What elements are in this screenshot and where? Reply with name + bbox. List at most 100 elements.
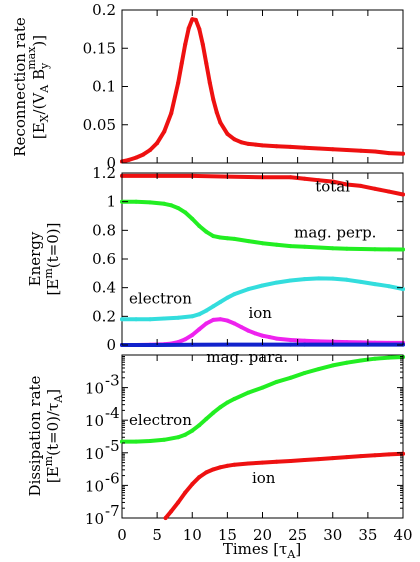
annotation-total: total	[315, 178, 350, 196]
energy-total-point	[316, 178, 321, 183]
x-tick-label: 0	[117, 526, 127, 544]
energy-ion-point	[302, 338, 307, 343]
energy-ion-point	[183, 337, 188, 342]
energy-total-point	[386, 189, 391, 194]
reconnection-rate-series-point	[316, 146, 321, 151]
energy-total-point	[330, 179, 335, 184]
dissipation-rate-ion-point	[344, 455, 349, 460]
energy-electron-point	[386, 284, 391, 289]
dissipation-rate-ion-point	[176, 500, 181, 505]
y-tick-label: 0.05	[83, 116, 116, 134]
energy-mag-perp-point	[218, 235, 223, 240]
dissipation-rate-electron-point	[330, 363, 335, 368]
reconnection-rate-ylabel: Reconnection rate	[11, 17, 29, 157]
energy-mag-perp-point	[204, 229, 209, 234]
reconnection-rate-series-point	[358, 148, 363, 153]
x-tick-label: 30	[323, 526, 342, 544]
dissipation-rate-electron-point	[225, 400, 230, 405]
dissipation-rate-xticks: 0 5 10 15 20 25 30 35 40	[117, 355, 413, 544]
reconnection-rate-xticks	[121, 10, 404, 163]
dissipation-rate-panel: 10-710-610-510-410-3 0 5 10 15 20 25 30 35 40 el…	[26, 354, 413, 561]
energy-ion-point	[246, 328, 251, 333]
y-tick-label: 0	[106, 336, 116, 354]
reconnection-rate-series-point	[239, 140, 244, 145]
energy-mag-perp-point	[183, 210, 188, 215]
energy-marks	[120, 173, 405, 347]
energy-electron-point	[120, 317, 124, 322]
energy-total-point	[372, 186, 377, 191]
dissipation-rate-yticks: 10-710-610-510-410-3	[85, 355, 403, 528]
energy-total-point	[302, 176, 307, 181]
energy-mag-perp-point	[162, 201, 167, 206]
reconnection-rate-series-point	[193, 17, 198, 22]
x-axis-label: Times [τA]	[223, 540, 301, 561]
dissipation-rate-ion-point	[169, 509, 174, 514]
energy-electron-point	[246, 287, 251, 292]
reconnection-rate-series-point	[169, 111, 174, 116]
reconnection-rate-series-point	[183, 42, 188, 47]
y-tick-label: 0.4	[92, 279, 116, 297]
energy-electron-point	[372, 282, 377, 287]
energy-mag-perp-point	[246, 239, 251, 244]
annotation-mag-perp: mag. perp.	[294, 224, 376, 242]
energy-electron-point	[134, 317, 139, 322]
x-tick-label: 40	[393, 526, 412, 544]
reconnection-rate-series-point	[372, 149, 377, 154]
energy-ion-point	[267, 335, 272, 340]
dissipation-rate-electron-point	[183, 432, 188, 437]
energy-total-point	[344, 182, 349, 187]
dissipation-rate-ion-point	[260, 460, 265, 465]
reconnection-rate-series-point	[197, 27, 202, 32]
dissipation-rate-ion-point	[288, 459, 293, 463]
y-tick-label: 10	[85, 380, 104, 398]
reconnection-rate-series-point	[253, 142, 258, 147]
energy-mag-perp-point	[260, 241, 265, 246]
dissipation-rate-electron-point	[386, 355, 391, 360]
y-tick-label: 0.8	[92, 221, 116, 239]
y-tick-label: 0	[106, 154, 116, 172]
reconnection-rate-yticks: 0 0.05 0.1 0.15 0.2	[83, 1, 403, 172]
dissipation-rate-ion-point	[246, 461, 251, 466]
y-tick-label: 10	[85, 510, 104, 528]
reconnection-rate-series-point	[330, 147, 335, 152]
energy-electron-point	[232, 292, 237, 297]
energy-ion-point	[197, 327, 202, 332]
dissipation-rate-electron-point	[316, 367, 321, 372]
annotation-mag-para: mag. para.	[206, 348, 288, 366]
y-tick-label: 0.15	[83, 39, 116, 57]
reconnection-rate-series-point	[401, 151, 405, 156]
energy-ion-point	[253, 331, 258, 336]
annotation-electron: electron	[129, 411, 192, 429]
dissipation-rate-ion-point	[190, 482, 195, 487]
energy-electron-line	[120, 276, 405, 322]
y-tick-label: 1	[106, 193, 116, 211]
reconnection-rate-series-point	[162, 129, 167, 134]
y-tick-label: 0.6	[92, 250, 116, 268]
x-tick-label: 10	[183, 526, 202, 544]
energy-electron-point	[302, 277, 307, 282]
energy-electron-point	[330, 276, 335, 281]
energy-ion-point	[218, 317, 223, 322]
dissipation-rate-electron-point	[197, 423, 202, 428]
x-tick-label: 35	[358, 526, 377, 544]
energy-mag-perp-point	[169, 203, 174, 208]
energy-ion-point	[225, 318, 230, 323]
energy-panel: 0 0.2 0.4 0.6 0.8 1 1.2 total mag. perp. electro…	[26, 164, 405, 366]
dissipation-rate-electron-point	[190, 428, 195, 433]
dissipation-rate-ion-point	[274, 459, 279, 464]
energy-annotations: total mag. perp. electron ion mag. para.	[129, 178, 376, 367]
reconnection-rate-frame	[121, 9, 404, 164]
dissipation-rate-ylabel: Dissipation rate	[26, 375, 44, 496]
reconnection-rate-series-point	[302, 145, 307, 150]
energy-mag-perp-point	[316, 245, 321, 250]
reconnection-rate-series-point	[127, 157, 131, 162]
energy-electron-point	[274, 280, 279, 285]
energy-mag-perp-point	[288, 244, 293, 249]
energy-mag-perp-point	[148, 200, 153, 205]
energy-electron-point	[148, 317, 153, 322]
energy-mag-para-point	[302, 342, 307, 347]
reconnection-rate-series-point	[225, 131, 230, 136]
dissipation-rate-electron-point	[274, 379, 279, 384]
reconnection-rate-marks	[120, 17, 405, 164]
